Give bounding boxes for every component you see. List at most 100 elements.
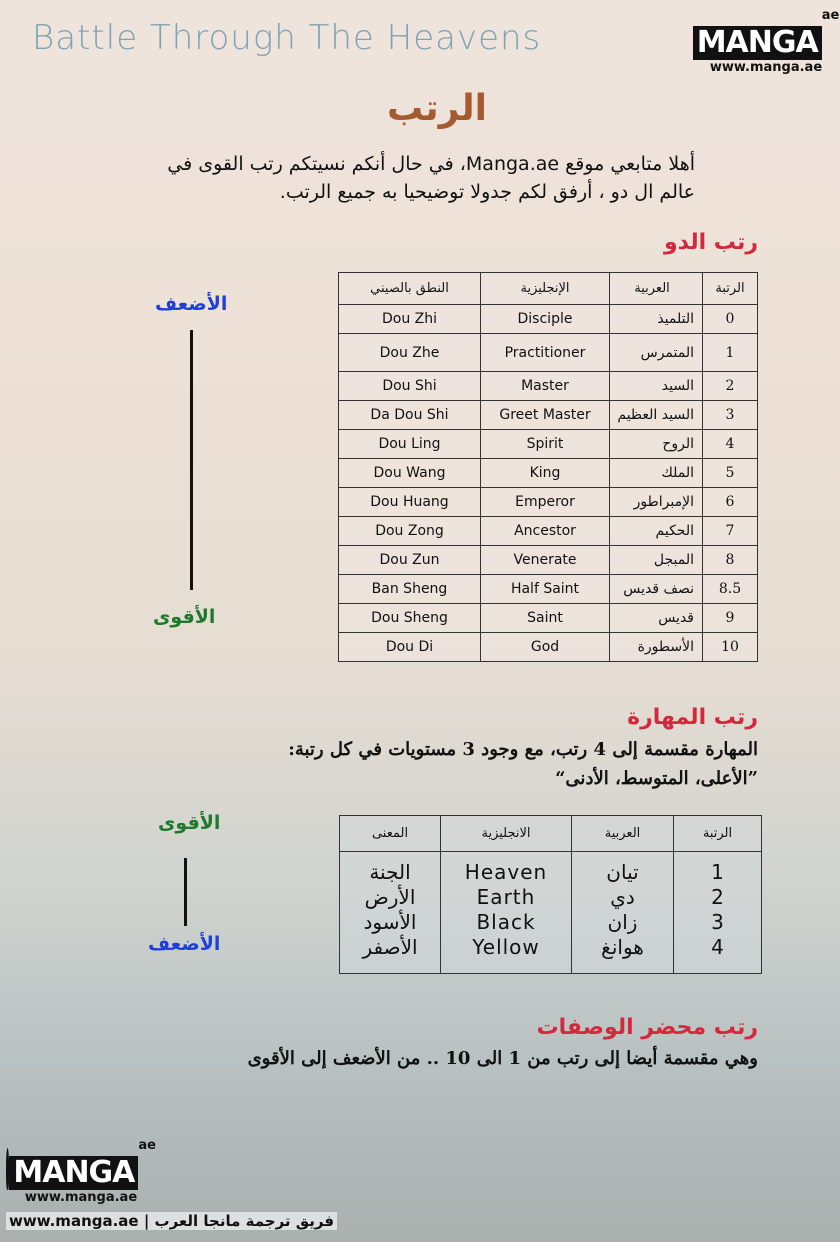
rank-cell: 6 — [702, 487, 758, 517]
chinese-cell: Dou Zun — [338, 545, 481, 575]
list-item: تيان — [606, 860, 639, 884]
weakest-label: الأضعف — [148, 933, 221, 955]
list-item: 1 — [711, 860, 724, 884]
arabic-cell: قديس — [609, 603, 703, 633]
arabic-cell: الأسطورة — [609, 632, 703, 662]
list-item: الأسود — [363, 910, 417, 934]
english-cell: Disciple — [480, 304, 610, 334]
rank-cell: 8.5 — [702, 574, 758, 604]
manga-ae-logo: MANGA ae www.manga.ae — [692, 8, 839, 75]
rank-arrow-line — [184, 858, 187, 926]
list-item: 3 — [711, 910, 724, 934]
english-cell: Master — [480, 371, 610, 401]
arabic-cell: الملك — [609, 458, 703, 488]
list-item: دي — [610, 885, 635, 909]
rank-cell: 0 — [702, 304, 758, 334]
compendium-ranks-heading: رتب محضر الوصفات — [536, 1015, 758, 1040]
skill-text: المهارة مقسمة إلى 4 رتب، مع وجود 3 مستوي… — [288, 739, 758, 760]
table-row: 7 الحكيم Ancestor Dou Zong — [338, 516, 758, 546]
rank-cell: 8 — [702, 545, 758, 575]
rank-cell: 2 — [702, 371, 758, 401]
arabic-cell: الحكيم — [609, 516, 703, 546]
chinese-cell: Dou Wang — [338, 458, 481, 488]
chinese-cell: Dou Zong — [338, 516, 481, 546]
arabic-column: تيان دي زان هوانغ — [571, 851, 674, 974]
table-row: 9 قديس Saint Dou Sheng — [338, 603, 758, 633]
silhouette-icon — [6, 1148, 10, 1190]
intro-text: أهلا متابعي موقع Manga.ae، في حال أنكم ن… — [167, 153, 695, 203]
table-row: 10 الأسطورة God Dou Di — [338, 632, 758, 662]
list-item: Yellow — [472, 935, 540, 959]
rank-cell: 1 — [702, 333, 758, 372]
english-cell: Half Saint — [480, 574, 610, 604]
english-cell: Emperor — [480, 487, 610, 517]
chinese-cell: Dou Sheng — [338, 603, 481, 633]
strongest-label: الأقوى — [158, 812, 221, 834]
arabic-cell: التلميذ — [609, 304, 703, 334]
page-title: الرتب — [387, 88, 487, 129]
list-item: الأصفر — [362, 935, 418, 959]
rank-cell: 5 — [702, 458, 758, 488]
series-title: Battle Through The Heavens — [32, 18, 542, 58]
english-cell: Spirit — [480, 429, 610, 459]
table-header: الرتبة العربية الإنجليزية النطق بالصيني — [338, 272, 758, 305]
arabic-cell: الإمبراطور — [609, 487, 703, 517]
english-cell: God — [480, 632, 610, 662]
arabic-cell: الروح — [609, 429, 703, 459]
manga-ae-logo: MANGA ae www.manga.ae — [6, 1138, 156, 1205]
chinese-cell: Dou Shi — [338, 371, 481, 401]
table-row: 5 الملك King Dou Wang — [338, 458, 758, 488]
list-item: Black — [476, 910, 536, 934]
english-cell: Practitioner — [480, 333, 610, 372]
strongest-label: الأقوى — [153, 606, 216, 628]
table-row: 8 المبجل Venerate Dou Zun — [338, 545, 758, 575]
weakest-label: الأضعف — [155, 293, 228, 315]
list-item: 4 — [711, 935, 724, 959]
chinese-cell: Dou Di — [338, 632, 481, 662]
table-row: 8.5 نصف قديس Half Saint Ban Sheng — [338, 574, 758, 604]
logo-url: www.manga.ae — [24, 1190, 138, 1205]
rank-arrow-line — [190, 330, 193, 590]
table-row: 0 التلميذ Disciple Dou Zhi — [338, 304, 758, 334]
arabic-cell: السيد العظيم — [609, 400, 703, 430]
chinese-cell: Dou Zhe — [338, 333, 481, 372]
arabic-cell: السيد — [609, 371, 703, 401]
dou-ranks-table: الرتبة العربية الإنجليزية النطق بالصيني … — [338, 272, 758, 662]
list-item: هوانغ — [601, 935, 644, 959]
table-row: 4 الروح Spirit Dou Ling — [338, 429, 758, 459]
chinese-cell: Dou Zhi — [338, 304, 481, 334]
list-item: Earth — [476, 885, 536, 909]
rank-cell: 10 — [702, 632, 758, 662]
arabic-cell: نصف قديس — [609, 574, 703, 604]
dou-ranks-heading: رتب الدو — [663, 230, 758, 255]
chinese-cell: Da Dou Shi — [338, 400, 481, 430]
chinese-cell: Dou Ling — [338, 429, 481, 459]
footer-credit: www.manga.ae | فريق ترجمة مانجا العرب — [6, 1212, 338, 1230]
arabic-cell: المتمرس — [609, 333, 703, 372]
table-row: 6 الإمبراطور Emperor Dou Huang — [338, 487, 758, 517]
logo-url: www.manga.ae — [709, 60, 823, 75]
chinese-cell: Dou Huang — [338, 487, 481, 517]
table-header: الرتبة العربية الانجليزية المعنى — [339, 815, 762, 852]
list-item: 2 — [711, 885, 724, 909]
meaning-column: الجنة الأرض الأسود الأصفر — [339, 851, 441, 974]
list-item: زان — [607, 910, 638, 934]
english-cell: Venerate — [480, 545, 610, 575]
list-item: Heaven — [464, 860, 548, 884]
english-cell: Ancestor — [480, 516, 610, 546]
list-item: الأرض — [364, 885, 416, 909]
english-column: Heaven Earth Black Yellow — [440, 851, 572, 974]
table-row: 2 السيد Master Dou Shi — [338, 371, 758, 401]
chinese-cell: Ban Sheng — [338, 574, 481, 604]
arabic-cell: المبجل — [609, 545, 703, 575]
rank-cell: 9 — [702, 603, 758, 633]
skill-levels-text: ”الأعلى، المتوسط، الأدنى“ — [555, 768, 758, 789]
english-cell: Greet Master — [480, 400, 610, 430]
english-cell: King — [480, 458, 610, 488]
rank-cell: 3 — [702, 400, 758, 430]
list-item: الجنة — [369, 860, 411, 884]
table-row: 1 المتمرس Practitioner Dou Zhe — [338, 333, 758, 372]
